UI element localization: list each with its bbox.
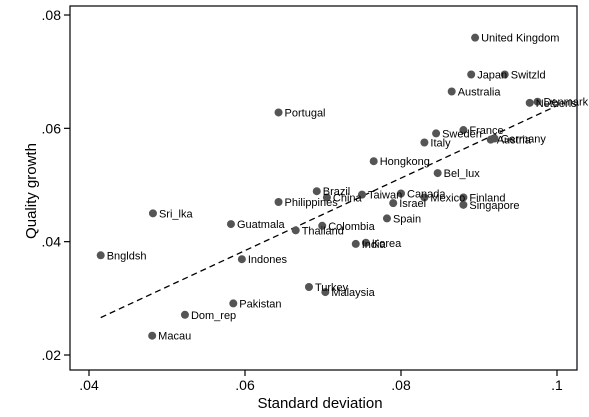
point-label: Italy [430,138,451,150]
data-point [525,98,534,107]
point-label: Spain [393,213,421,225]
data-point [358,190,366,199]
point-label: Japan [477,70,507,82]
data-point [274,108,283,117]
point-label: Guatmala [237,219,286,231]
point-label: Macau [158,331,191,343]
point-label: Indones [248,254,288,266]
y-tick-label: .02 [42,347,62,363]
data-point [312,187,321,196]
x-tick-label: .1 [551,377,563,393]
data-point [304,283,313,291]
data-points [96,33,542,340]
data-point [180,310,189,319]
data-point [318,221,327,230]
point-label: Netherls [536,98,577,110]
data-point [274,198,283,206]
point-labels: United Kingdom Japan Switzld Australia Portu… [107,33,589,343]
plot-frame [69,5,578,371]
data-point [467,70,476,79]
data-point [237,255,246,264]
data-point [459,200,468,209]
data-point [321,288,330,297]
data-point [322,193,331,202]
point-label: Thailand [302,225,344,237]
point-label: United Kingdom [481,33,559,45]
fitted-trend-line [100,105,558,319]
data-point [433,169,442,178]
y-tick-label: .04 [42,234,62,250]
point-label: Taiwan [368,190,402,202]
point-label: Portugal [285,107,326,119]
point-label: Philippines [285,197,339,209]
point-label: China [333,192,363,204]
data-point [471,33,480,42]
data-point [148,209,157,218]
point-label: Canada [407,189,446,201]
point-label: Israel [399,198,426,210]
data-point [490,134,499,143]
data-point [361,238,370,247]
point-label: Denmark [544,97,589,109]
y-axis-title: Quality growth [23,143,40,239]
point-label: Malaysia [331,287,375,299]
point-label: Bngldsh [107,250,147,262]
y-tick-label: .08 [42,7,62,23]
data-point [500,70,509,79]
x-tick-label: .08 [391,377,411,393]
point-label: Sweden [442,128,482,140]
data-point [351,239,360,248]
data-point [533,97,542,106]
x-axis-ticks: .04 .06 .08 .1 [79,370,563,393]
point-label: Australia [458,87,502,99]
point-label: Bel_lux [444,168,481,180]
point-label: Switzld [511,70,546,82]
point-label: Hongkong [380,156,430,168]
point-label: Singapore [469,200,519,212]
data-point [96,251,105,260]
point-label: Colombia [328,221,375,233]
point-label: Pakistan [239,298,281,310]
point-label: Austria [497,135,532,147]
data-point [226,220,235,229]
x-tick-label: .06 [235,377,255,393]
point-label: Korea [372,238,402,250]
data-point [369,157,378,166]
x-axis-title: Standard deviation [257,395,382,412]
data-point [397,189,405,198]
data-point [291,226,300,235]
data-point [382,214,391,223]
plot-area-border [69,5,578,371]
x-tick-label: .04 [79,377,99,393]
point-label: Brazil [323,186,351,198]
data-point [389,199,398,208]
data-point [459,126,468,135]
point-label: India [362,239,387,251]
data-point [420,193,429,202]
data-point [447,87,456,96]
data-point [432,129,441,138]
y-axis-ticks: .02 .04 .06 .08 [42,7,70,363]
point-label: Turkey [315,282,349,294]
point-label: Finland [469,192,505,204]
point-label: Dom_rep [191,310,236,322]
point-label: Sri_lka [159,208,194,220]
data-point [148,331,157,340]
data-point [229,299,238,308]
y-tick-label: .06 [42,120,62,136]
data-point [420,138,429,147]
point-label: Germany [501,134,547,146]
point-label: Mexico [430,192,465,204]
point-label: France [469,125,503,137]
data-point [459,193,468,202]
